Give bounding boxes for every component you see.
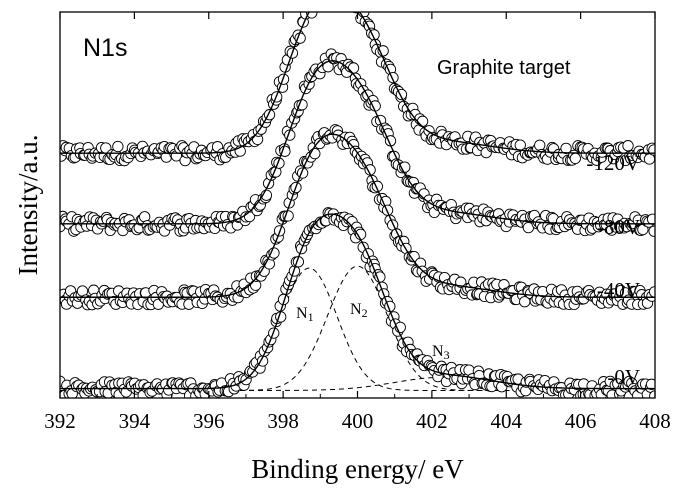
component-curve-2 (60, 265, 655, 391)
x-tick-label: 398 (267, 409, 299, 433)
data-point (305, 0, 315, 9)
data-point (112, 140, 124, 153)
y-axis-label: Intensity/a.u. (13, 135, 43, 276)
data-point (534, 139, 546, 151)
data-point (560, 142, 572, 155)
series-label: -120V (586, 151, 640, 175)
annotation-graphite-target: Graphite target (437, 57, 571, 79)
data-point (306, 12, 318, 19)
x-tick-label: 396 (193, 409, 225, 433)
data-point (340, 0, 350, 6)
data-point (455, 276, 467, 288)
x-tick-label: 408 (639, 409, 671, 433)
data-point (309, 0, 319, 3)
x-tick-label: 404 (491, 409, 523, 433)
data-point (323, 0, 333, 2)
fit-line-3 (60, 213, 655, 390)
data-point (648, 225, 655, 237)
data-point (344, 0, 354, 2)
x-axis-label: Binding energy/ eV (251, 454, 464, 484)
data-point (348, 0, 358, 8)
series-label: -80V (597, 215, 640, 239)
data-point (416, 115, 429, 127)
data-point (333, 0, 343, 3)
component-label-3: N3 (432, 343, 450, 362)
data-point (312, 0, 322, 8)
data-point (622, 140, 634, 152)
data-point (646, 213, 655, 225)
data-point (347, 62, 360, 74)
series-labels: -120V -80V -40V -0V (586, 151, 640, 389)
x-tick-label: 394 (119, 409, 151, 433)
x-tick-label: 392 (44, 409, 76, 433)
data-point (352, 12, 360, 14)
data-point (350, 12, 352, 13)
data-point (303, 1, 313, 11)
x-tick-label: 406 (565, 409, 597, 433)
x-axis: 392 394 396 398 400 402 404 406 408 (44, 12, 671, 433)
component-label-1: N1 (296, 305, 314, 324)
series-label: -40V (597, 278, 640, 302)
x-tick-label: 400 (342, 409, 374, 433)
data-point (645, 378, 655, 390)
series-label: -0V (607, 365, 640, 389)
fit-line-1 (60, 60, 655, 225)
component-labels: N1 N2 N3 (296, 301, 450, 362)
component-label-2: N2 (350, 301, 368, 320)
data-point (342, 0, 352, 4)
fit-line-0 (60, 12, 655, 154)
x-tick-label: 402 (416, 409, 448, 433)
plot-content (60, 0, 655, 398)
data-point (381, 204, 394, 216)
panel-label: N1s (83, 34, 127, 62)
data-point (569, 152, 582, 165)
data-point (322, 0, 332, 1)
fit-line-2 (60, 133, 655, 298)
series-markers-2 (60, 124, 655, 311)
data-point (351, 0, 361, 5)
data-point (318, 0, 328, 3)
